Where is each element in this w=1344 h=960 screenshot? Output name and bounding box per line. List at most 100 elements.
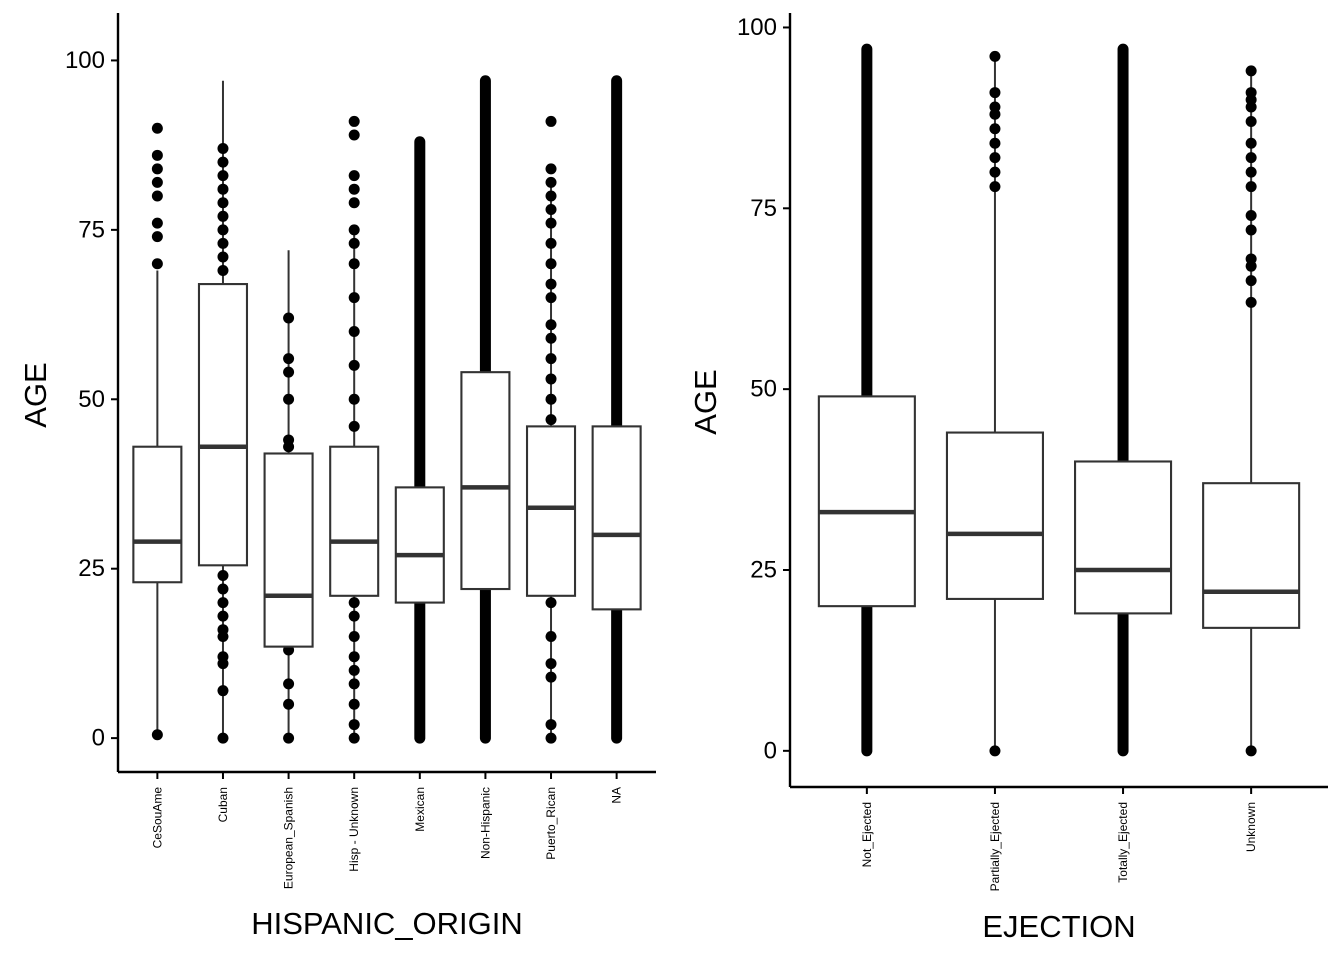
outlier-point-unknown [1245,87,1257,99]
box-puerto-rican [525,425,577,597]
outlier-point-european-spanish [283,353,295,365]
outlier-point-cuban [217,732,229,744]
box-na [591,425,642,611]
y-tick-label: 100 [737,14,777,41]
outlier-point-hisp-unknown [348,597,360,609]
outlier-point-cesouame [151,149,163,161]
box-totally-ejected [1073,460,1173,615]
x-axis-title-hispanic-origin: HISPANIC_ORIGIN [251,906,523,941]
y-tick-label: 100 [65,47,105,74]
x-tick-label-na: NA [610,787,624,804]
outlier-point-cesouame [151,163,163,175]
x-tick-label-hisp-unknown: Hisp - Unknown [347,787,361,872]
outlier-point-cesouame [151,729,163,741]
y-tick-label: 50 [78,386,105,413]
outlier-point-cesouame [151,176,163,188]
x-tick-label-european-spanish: European_Spanish [282,787,296,889]
outlier-point-puerto-rican [545,332,557,344]
outlier-point-hisp-unknown [348,698,360,710]
outlier-point-hisp-unknown [348,129,360,141]
box-unknown [1202,482,1301,629]
outlier-point-puerto-rican [545,373,557,385]
outlier-point-puerto-rican [545,176,557,188]
y-tick-label: 25 [750,556,777,583]
outlier-point-cuban [217,569,229,581]
outlier-point-puerto-rican [545,292,557,304]
outlier-point-cuban [217,210,229,222]
outlier-point-partially-ejected [989,123,1001,135]
outlier-point-hisp-unknown [348,183,360,195]
outlier-point-unknown [1245,745,1257,757]
outlier-point-hisp-unknown [348,224,360,236]
y-tick-label: 0 [92,725,105,752]
outlier-point-european-spanish [283,732,295,744]
outlier-point-cesouame [151,190,163,202]
outlier-point-unknown [1245,253,1257,265]
outlier-point-puerto-rican [545,163,557,175]
outlier-point-partially-ejected [989,152,1001,164]
outlier-point-european-spanish [283,312,295,324]
outlier-point-partially-ejected [989,50,1001,62]
outlier-point-partially-ejected [989,101,1001,113]
outlier-point-partially-ejected [989,87,1001,99]
box-hisp-unknown [329,445,380,597]
outlier-point-cuban [217,685,229,697]
y-tick-label: 50 [750,376,777,403]
outlier-point-cuban [217,597,229,609]
outlier-point-unknown [1245,65,1257,77]
outlier-point-partially-ejected [989,745,1001,757]
outlier-point-puerto-rican [545,671,557,683]
outlier-point-hisp-unknown [348,651,360,663]
x-tick-label-partially-ejected: Partially_Ejected [988,802,1002,891]
outlier-point-cuban [217,156,229,168]
box-not-ejected [817,395,916,608]
x-tick-label-mexican: Mexican [413,787,427,832]
outlier-point-cesouame [151,231,163,243]
outlier-point-european-spanish [283,698,295,710]
outlier-point-unknown [1245,116,1257,128]
box-mexican [394,486,445,604]
outlier-point-puerto-rican [545,597,557,609]
outlier-point-european-spanish [283,366,295,378]
x-tick-label-unknown: Unknown [1244,802,1258,852]
outlier-point-puerto-rican [545,190,557,202]
outlier-point-cuban [217,583,229,595]
outlier-point-european-spanish [283,678,295,690]
outlier-point-unknown [1245,275,1257,287]
outlier-point-hisp-unknown [348,610,360,622]
outlier-point-puerto-rican [545,237,557,249]
outlier-point-hisp-unknown [348,170,360,182]
outlier-point-cuban [217,183,229,195]
outlier-point-cesouame [151,217,163,229]
hispanic-origin-boxplot-panel: HISPANIC_ORIGIN AGE 0 25 50 75 100 CeSouAme Cu… [18,13,656,941]
outlier-point-hisp-unknown [348,326,360,338]
outlier-point-cuban [217,651,229,663]
outlier-point-cuban [217,624,229,636]
outlier-point-puerto-rican [545,630,557,642]
outlier-point-european-spanish [283,434,295,446]
y-tick-label: 25 [78,555,105,582]
outlier-point-cuban [217,610,229,622]
outlier-point-partially-ejected [989,166,1001,178]
outlier-point-hisp-unknown [348,197,360,209]
outlier-point-cuban [217,224,229,236]
outlier-point-hisp-unknown [348,292,360,304]
outlier-point-puerto-rican [545,732,557,744]
outlier-point-hisp-unknown [348,420,360,432]
outlier-point-partially-ejected [989,137,1001,149]
box-partially-ejected [945,431,1045,600]
outlier-point-puerto-rican [545,278,557,290]
outlier-point-cuban [217,251,229,263]
outlier-point-cuban [217,265,229,277]
outlier-point-unknown [1245,210,1257,222]
outlier-point-cesouame [151,122,163,134]
outlier-point-hisp-unknown [348,664,360,676]
outlier-point-cuban [217,170,229,182]
x-tick-label-not-ejected: Not_Ejected [860,802,874,867]
box-non-hispanic [460,371,511,591]
outlier-point-puerto-rican [545,115,557,127]
outlier-point-unknown [1245,181,1257,193]
outlier-point-hisp-unknown [348,237,360,249]
outlier-point-hisp-unknown [348,719,360,731]
outlier-point-hisp-unknown [348,678,360,690]
